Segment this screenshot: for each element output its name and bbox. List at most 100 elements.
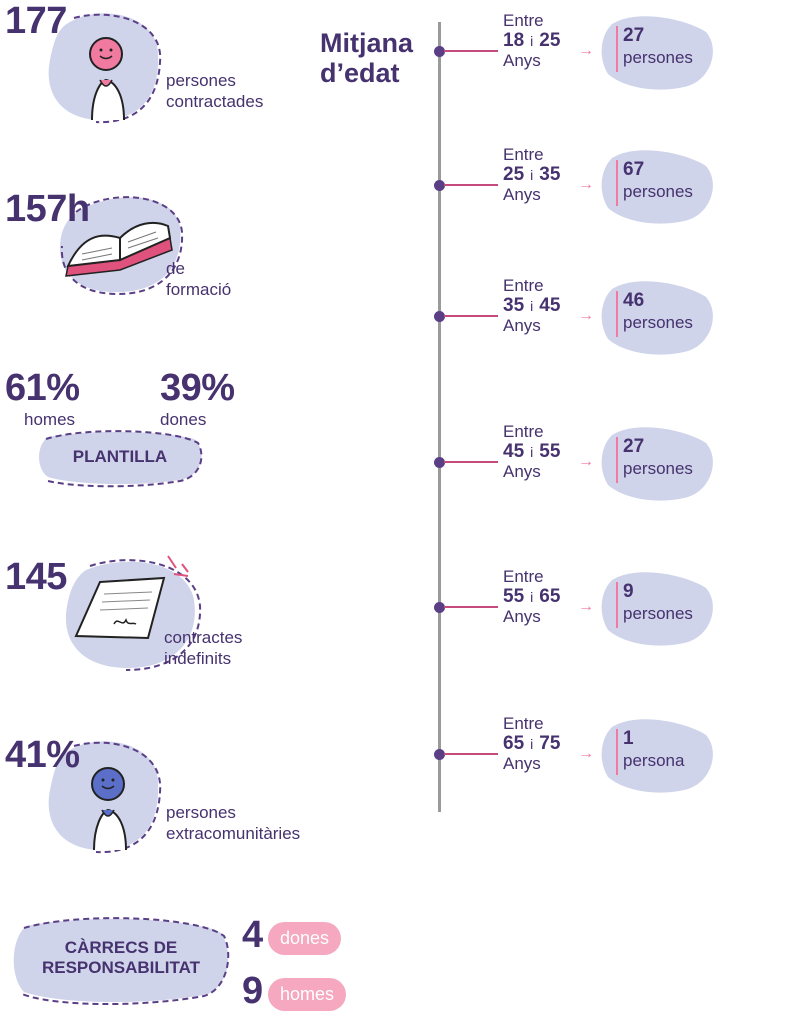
age-range-prefix: Entre xyxy=(503,11,544,30)
leadership-women-pill: dones xyxy=(268,922,342,955)
timeline-connector xyxy=(444,606,498,608)
arrow-right-icon: → xyxy=(578,176,594,193)
stat-staff: 61% homes 39% dones PLANTILLA xyxy=(0,365,300,495)
training-value: 157h xyxy=(5,188,90,230)
age-title: Mitjana d’edat xyxy=(320,28,413,88)
age-from: 18 xyxy=(503,30,525,51)
age-count-value: 27 xyxy=(623,436,645,457)
age-range-suffix: Anys xyxy=(503,185,541,204)
count-blob xyxy=(601,281,713,355)
count-blob xyxy=(601,150,713,224)
age-from: 55 xyxy=(503,586,525,607)
age-count: 9 persones xyxy=(623,581,693,625)
timeline-dot xyxy=(434,180,445,191)
book-icon xyxy=(60,196,184,296)
age-count-value: 1 xyxy=(623,728,634,749)
men-percent: 61% xyxy=(5,367,80,409)
extracom-label-line2: extracomunitàries xyxy=(166,824,301,843)
age-count: 27 persones xyxy=(623,436,693,480)
count-blob xyxy=(601,16,713,90)
age-to: 45 xyxy=(539,295,561,316)
age-range-values: 18 i 25 xyxy=(503,31,560,51)
age-range: Entre 18 i 25 Anys xyxy=(503,11,560,71)
age-count-value: 46 xyxy=(623,290,645,311)
hired-label: persones contractades xyxy=(166,70,263,112)
training-label: de formació xyxy=(166,258,231,300)
hired-label-line1: persones xyxy=(166,71,236,90)
age-title-line1: Mitjana xyxy=(320,28,414,58)
age-count: 67 persones xyxy=(623,159,693,203)
age-range-sep: i xyxy=(530,736,534,752)
women-percent: 39% xyxy=(160,367,235,409)
age-range-values: 25 i 35 xyxy=(503,165,560,185)
timeline-dot xyxy=(434,46,445,57)
age-from: 65 xyxy=(503,733,525,754)
age-range-sep: i xyxy=(530,298,534,314)
age-range-values: 65 i 75 xyxy=(503,734,560,754)
leadership-men-pill: homes xyxy=(268,978,347,1011)
stat-contracts: 145 contractes indefinits xyxy=(0,550,300,680)
count-blob xyxy=(601,427,713,501)
stat-leadership: CÀRRECS DE RESPONSABILITAT 4 dones 9 hom… xyxy=(0,908,380,1018)
leadership-women-value: 4 xyxy=(242,914,263,956)
age-range-prefix: Entre xyxy=(503,276,544,295)
age-count: 46 persones xyxy=(623,290,693,334)
age-count-unit: persona xyxy=(623,751,685,770)
age-count-unit: persones xyxy=(623,182,693,201)
person-blue-illustration xyxy=(48,741,162,854)
age-to: 25 xyxy=(539,30,561,51)
arrow-right-icon: → xyxy=(578,598,594,615)
age-count-value: 67 xyxy=(623,159,645,180)
age-count-value: 9 xyxy=(623,581,634,602)
age-count-unit: persones xyxy=(623,313,693,332)
age-range-sep: i xyxy=(530,167,534,183)
arrow-right-icon: → xyxy=(578,453,594,470)
stat-training: 157h de formació xyxy=(0,180,300,310)
leadership-badge-blob xyxy=(13,917,230,1006)
leadership-badge: CÀRRECS DE RESPONSABILITAT xyxy=(8,938,234,978)
contracts-label-line2: indefinits xyxy=(164,649,232,668)
age-count-value: 27 xyxy=(623,25,645,46)
contracts-value: 145 xyxy=(5,556,67,598)
extracom-label: persones extracomunitàries xyxy=(166,802,300,844)
training-label-line1: de xyxy=(166,259,185,278)
count-marker xyxy=(616,437,618,483)
age-range-suffix: Anys xyxy=(503,607,541,626)
age-range-prefix: Entre xyxy=(503,714,544,733)
age-range-suffix: Anys xyxy=(503,462,541,481)
age-from: 35 xyxy=(503,295,525,316)
extracom-value: 41% xyxy=(5,734,80,776)
age-from: 45 xyxy=(503,441,525,462)
age-group-row: Entre 55 i 65 Anys → 9 persones xyxy=(0,567,799,648)
women-label: dones xyxy=(160,410,207,429)
age-range: Entre 65 i 75 Anys xyxy=(503,714,560,774)
staff-badge: PLANTILLA xyxy=(72,447,168,466)
timeline-connector xyxy=(444,461,498,463)
leadership-men-value: 9 xyxy=(242,970,263,1012)
age-range-sep: i xyxy=(530,444,534,460)
timeline-dot xyxy=(434,311,445,322)
extracom-label-line1: persones xyxy=(166,803,236,822)
hired-label-line2: contractades xyxy=(166,92,264,111)
age-count: 27 persones xyxy=(623,25,693,69)
age-group-row: Entre 25 i 35 Anys → 67 persones xyxy=(0,145,799,226)
leadership-badge-line2: RESPONSABILITAT xyxy=(41,958,201,977)
count-marker xyxy=(616,26,618,72)
contract-document-icon xyxy=(65,555,202,671)
hired-value: 177 xyxy=(5,0,67,42)
age-range: Entre 45 i 55 Anys xyxy=(503,422,560,482)
stat-hired: 177 persones contractades xyxy=(0,0,300,130)
age-group-row: Entre 45 i 55 Anys → 27 persones xyxy=(0,422,799,503)
timeline-dot xyxy=(434,457,445,468)
age-count-unit: persones xyxy=(623,459,693,478)
arrow-right-icon: → xyxy=(578,42,594,59)
count-marker xyxy=(616,729,618,775)
timeline-axis xyxy=(438,22,441,812)
age-range-prefix: Entre xyxy=(503,567,544,586)
staff-badge-blob xyxy=(39,430,203,488)
leadership-badge-line1: CÀRRECS DE xyxy=(64,938,178,957)
stat-extracom: 41% persones extracomunitàries xyxy=(0,728,340,858)
count-marker xyxy=(616,291,618,337)
timeline-dot xyxy=(434,749,445,760)
age-range-values: 55 i 65 xyxy=(503,587,560,607)
